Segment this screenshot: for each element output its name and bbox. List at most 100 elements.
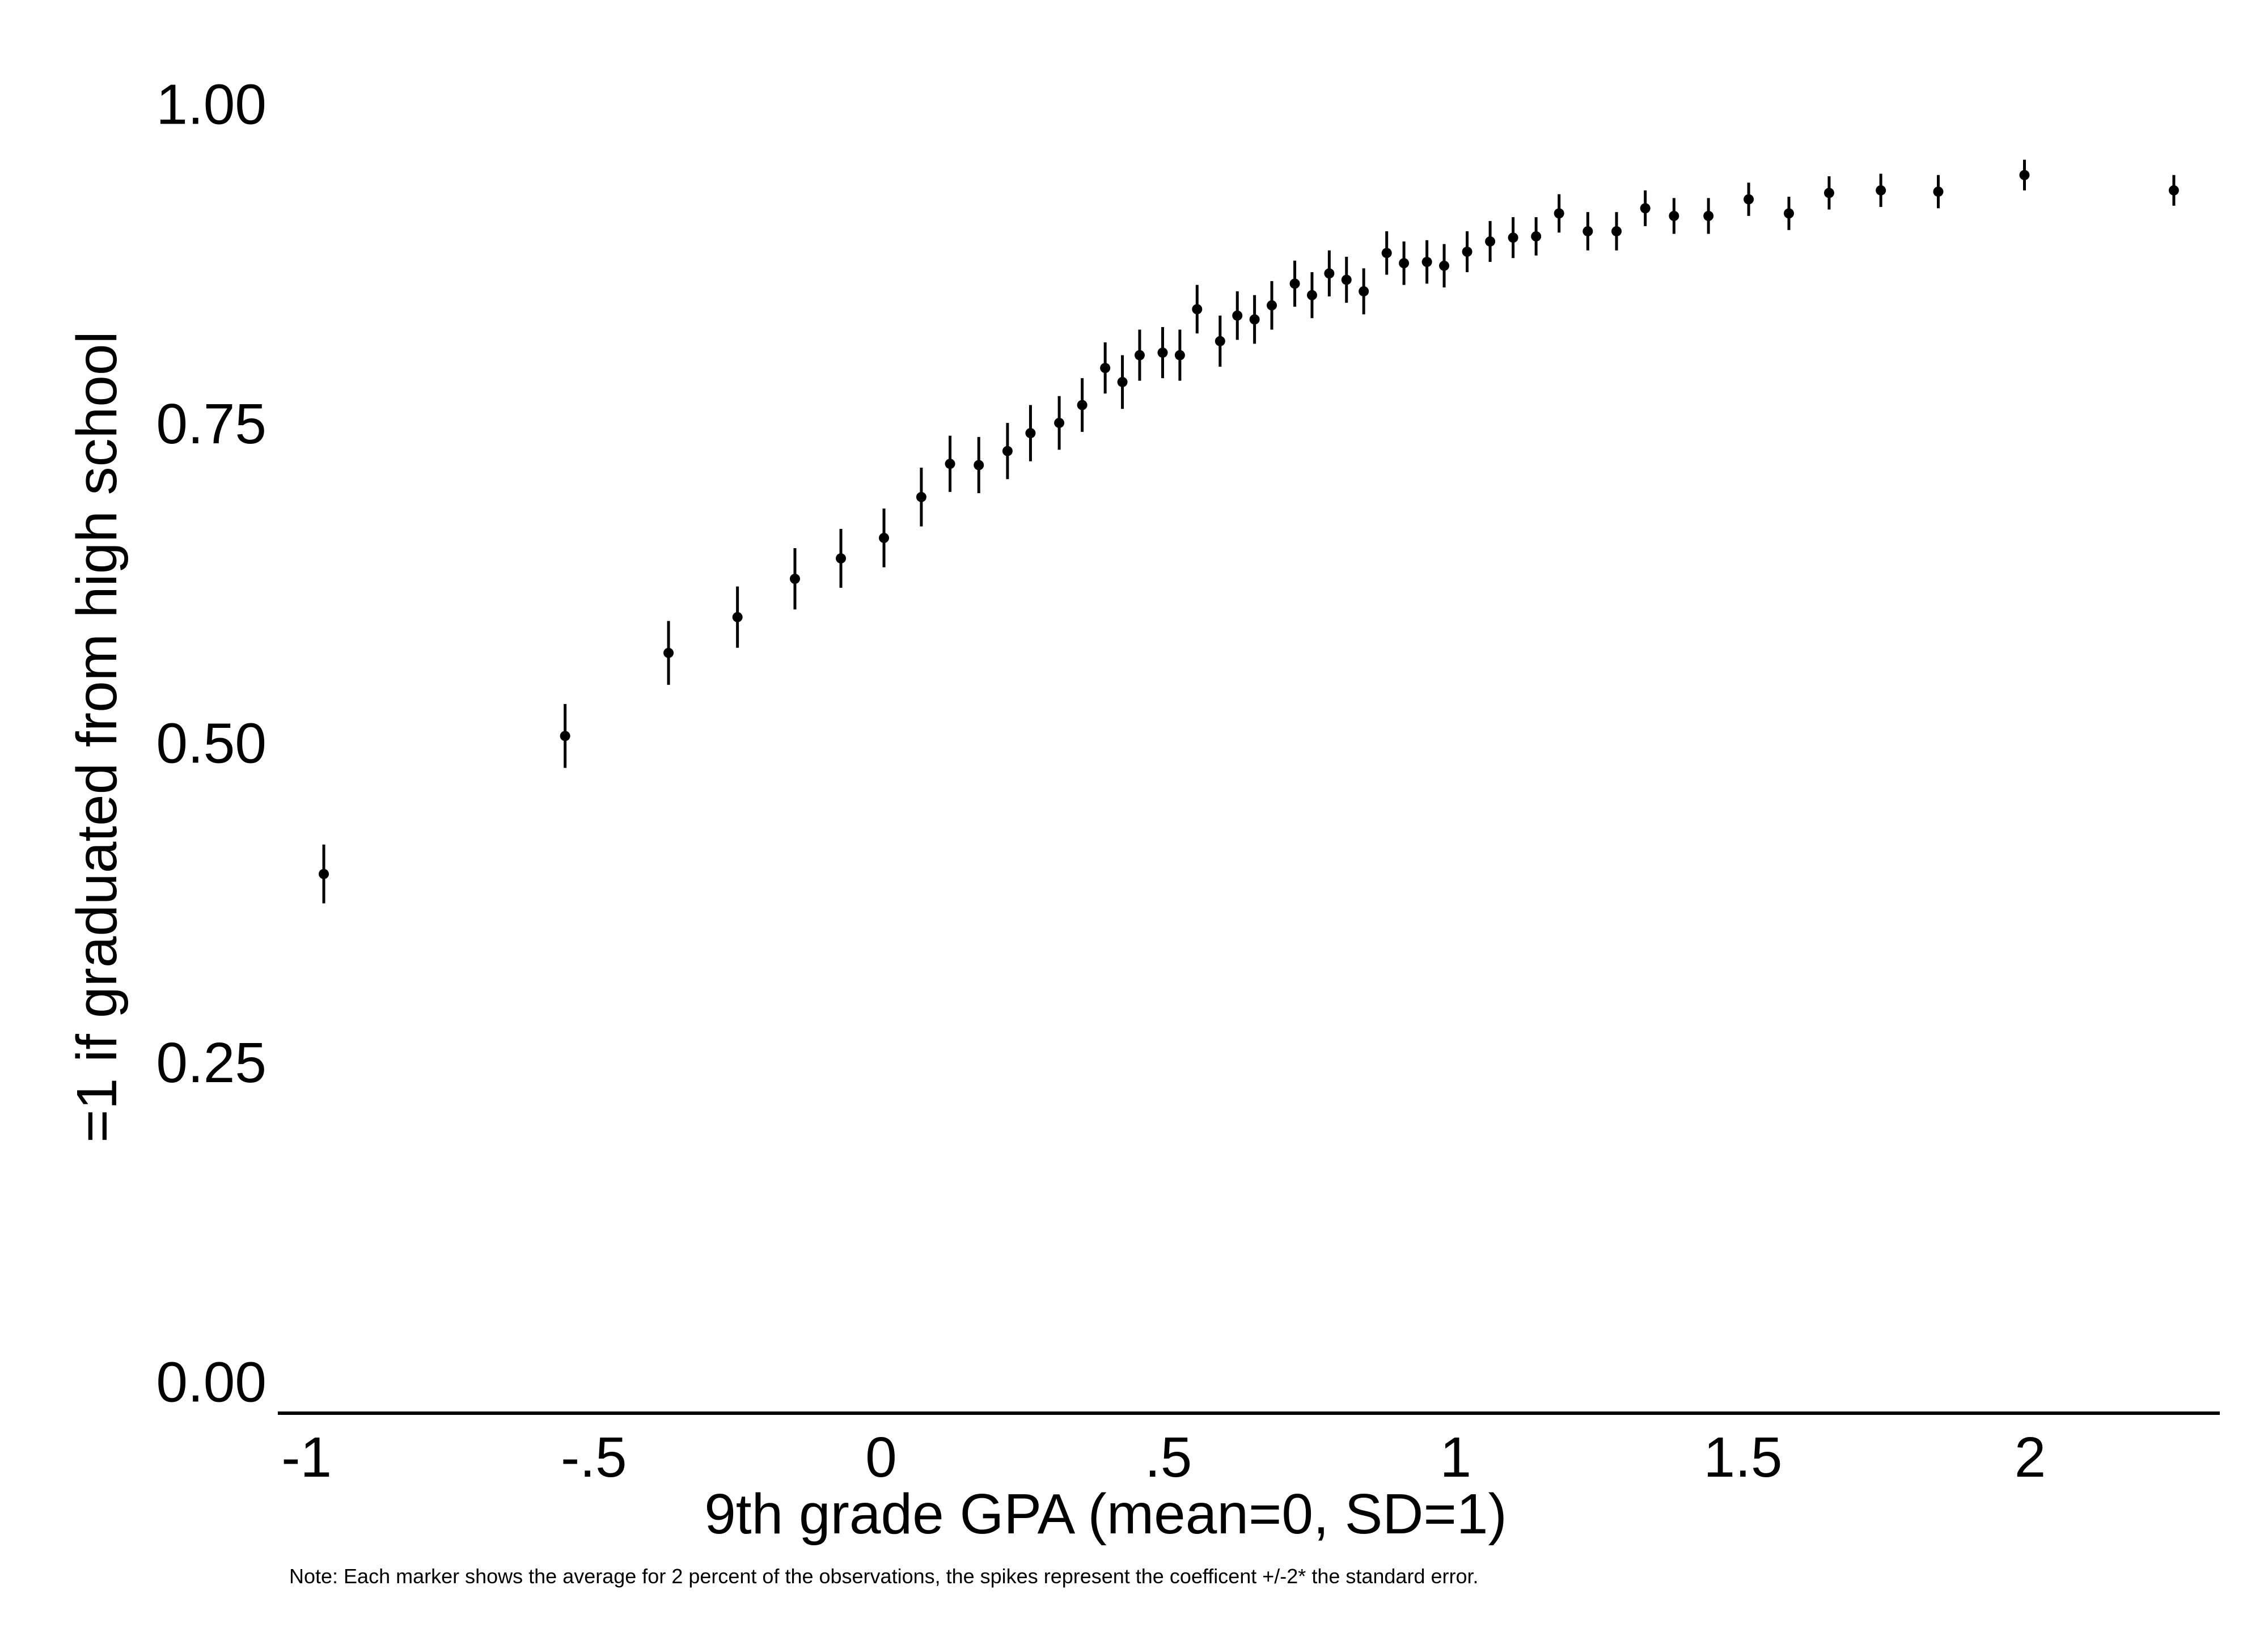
data-point	[1054, 396, 1065, 450]
data-point	[1215, 315, 1225, 367]
data-point	[1324, 250, 1335, 296]
data-point	[1117, 355, 1128, 409]
data-point	[1703, 198, 1714, 234]
data-marker	[1381, 248, 1392, 258]
data-marker	[1876, 185, 1886, 196]
data-point	[1439, 244, 1450, 288]
data-marker	[945, 459, 955, 469]
data-marker	[1421, 257, 1432, 268]
data-point	[789, 548, 800, 610]
data-marker	[732, 612, 743, 622]
data-point	[732, 586, 743, 648]
data-point	[945, 435, 955, 492]
x-tick-label: 1.5	[1703, 1426, 1782, 1489]
data-marker	[2168, 185, 2179, 196]
y-axis-tick-labels: 0.00 0.25 0.50 0.75 1.00	[156, 73, 266, 1414]
data-point	[2168, 175, 2179, 206]
data-marker	[1002, 446, 1013, 456]
data-point	[1134, 329, 1145, 381]
data-point	[1289, 260, 1300, 307]
data-point	[1399, 241, 1410, 285]
data-marker	[1341, 274, 1352, 285]
data-marker	[1174, 350, 1185, 361]
data-marker	[1249, 314, 1260, 325]
data-marker	[1669, 210, 1679, 221]
data-point	[1611, 212, 1622, 251]
data-marker	[879, 532, 890, 543]
data-point	[663, 621, 674, 685]
data-marker	[1554, 208, 1564, 219]
data-marker	[1508, 232, 1518, 243]
data-point	[1554, 194, 1564, 233]
data-point	[879, 508, 890, 567]
data-point	[1485, 221, 1496, 262]
data-marker	[1744, 194, 1754, 205]
data-point	[1002, 423, 1013, 480]
chart-note: Note: Each marker shows the average for …	[289, 1565, 1479, 1588]
data-marker	[1215, 336, 1225, 346]
data-marker	[916, 491, 926, 502]
data-marker	[1933, 186, 1944, 197]
data-point	[1077, 378, 1088, 432]
data-marker	[1077, 400, 1088, 410]
data-marker	[560, 731, 570, 741]
x-tick-label: .5	[1145, 1426, 1192, 1489]
data-point	[1174, 329, 1185, 381]
data-point	[560, 703, 570, 768]
y-axis-title: =1 if graduated from high school	[65, 331, 129, 1142]
data-marker	[1784, 208, 1795, 219]
data-marker	[789, 574, 800, 584]
x-tick-label: -.5	[561, 1426, 627, 1489]
data-point	[1100, 342, 1111, 394]
y-tick-label: 0.25	[156, 1031, 266, 1095]
data-point	[1582, 212, 1593, 251]
y-tick-label: 0.00	[156, 1351, 266, 1414]
data-point	[974, 436, 984, 494]
y-tick-label: 0.50	[156, 712, 266, 775]
data-point	[1744, 183, 1754, 216]
data-point	[1462, 231, 1472, 273]
data-point	[1784, 197, 1795, 230]
x-axis-title: 9th grade GPA (mean=0, SD=1)	[704, 1482, 1507, 1546]
data-marker	[1100, 363, 1111, 374]
data-point	[2019, 159, 2030, 190]
data-marker	[1582, 226, 1593, 236]
data-marker	[1306, 290, 1317, 300]
data-point	[1359, 268, 1369, 315]
data-point	[1306, 272, 1317, 319]
data-marker	[1485, 236, 1496, 247]
data-marker	[1399, 258, 1410, 269]
x-tick-label: 0	[865, 1426, 897, 1489]
data-point	[1531, 217, 1542, 256]
data-marker	[974, 460, 984, 470]
data-marker	[1439, 260, 1450, 271]
data-marker	[836, 553, 847, 564]
data-marker	[1324, 268, 1335, 279]
data-point	[1933, 175, 1944, 209]
x-axis-tick-labels: -1 -.5 0 .5 1 1.5 2	[281, 1426, 2046, 1489]
y-tick-label: 0.75	[156, 392, 266, 456]
data-point	[319, 844, 329, 904]
data-marker	[1640, 203, 1651, 214]
data-marker	[1462, 247, 1472, 257]
data-point	[1232, 291, 1243, 340]
data-marker	[1267, 300, 1277, 311]
data-point	[1157, 327, 1168, 379]
data-point	[1421, 240, 1432, 284]
data-marker	[1531, 231, 1542, 241]
data-marker	[1054, 418, 1065, 429]
data-marker	[1359, 286, 1369, 296]
data-marker	[1823, 188, 1834, 198]
data-point	[1823, 176, 1834, 210]
data-point	[1876, 173, 1886, 207]
data-marker	[1134, 350, 1145, 361]
x-tick-label: -1	[281, 1426, 332, 1489]
data-marker	[1157, 347, 1168, 358]
data-point	[1267, 281, 1277, 330]
data-point	[1192, 285, 1203, 334]
data-marker	[1025, 428, 1036, 439]
data-marker	[663, 647, 674, 658]
data-point	[1025, 405, 1036, 461]
